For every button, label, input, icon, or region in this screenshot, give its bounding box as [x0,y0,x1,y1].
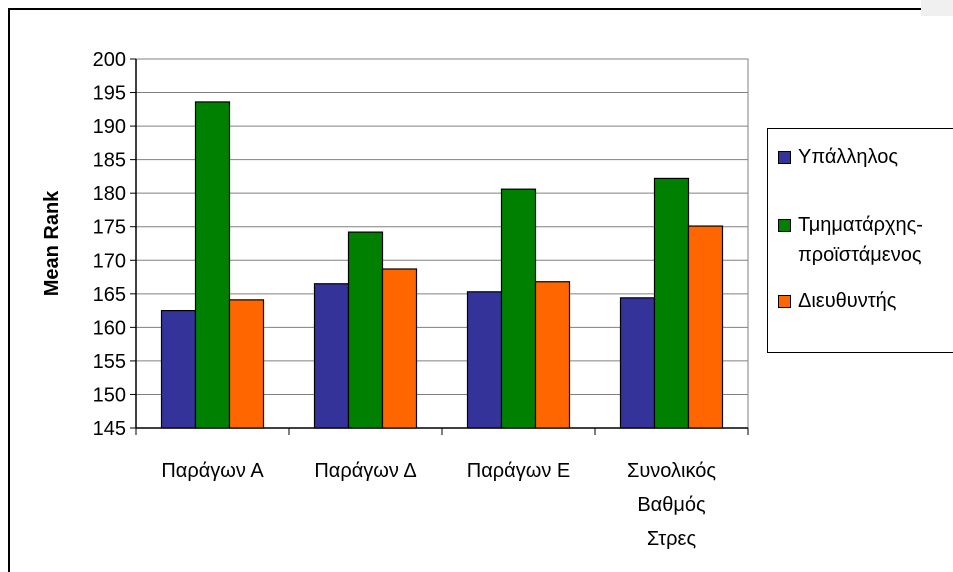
x-tick-label: Συνολικός [627,460,716,482]
bar [653,177,690,429]
bar [228,299,265,429]
bar [466,291,503,429]
y-tick-label: 150 [93,384,126,406]
y-tick-label: 190 [93,116,126,138]
bar [534,281,571,429]
x-tick-label: Βαθμός [637,494,706,516]
chart-border [8,8,953,572]
y-tick-label: 195 [93,83,126,105]
y-tick-label: 200 [93,49,126,71]
legend-label: προϊστάμενος [798,244,922,266]
x-tick-label: Παράγων Α [161,460,264,482]
y-tick-label: 165 [93,284,126,306]
y-tick-label: 180 [93,183,126,205]
legend-label: Διευθυντής [798,290,897,312]
x-tick-label: Παράγων Ε [467,460,570,482]
y-tick-label: 175 [93,217,126,239]
bar [619,297,656,429]
bar [500,188,537,429]
bar [194,101,231,429]
bar [347,231,384,429]
bar [160,309,197,429]
corner-mark [921,0,953,16]
legend-label: Τμηματάρχης- [798,214,923,236]
legend-label: Υπάλληλος [798,146,898,168]
y-tick-label: 155 [93,351,126,373]
legend-swatch [778,219,791,232]
x-tick-label: Στρες [647,528,697,550]
bar [687,225,724,429]
bar [381,268,418,429]
legend-swatch [778,295,791,308]
legend-swatch [778,151,791,164]
y-tick-label: 145 [93,418,126,440]
bar [313,283,350,429]
y-tick-label: 160 [93,317,126,339]
y-axis-title: Mean Rank [41,190,63,296]
y-tick-label: 170 [93,250,126,272]
y-tick-label: 185 [93,150,126,172]
legend: Υπάλληλος Τμηματάρχης-προϊστάμενος Διευθυν… [767,128,953,353]
x-tick-label: Παράγων Δ [314,460,416,482]
